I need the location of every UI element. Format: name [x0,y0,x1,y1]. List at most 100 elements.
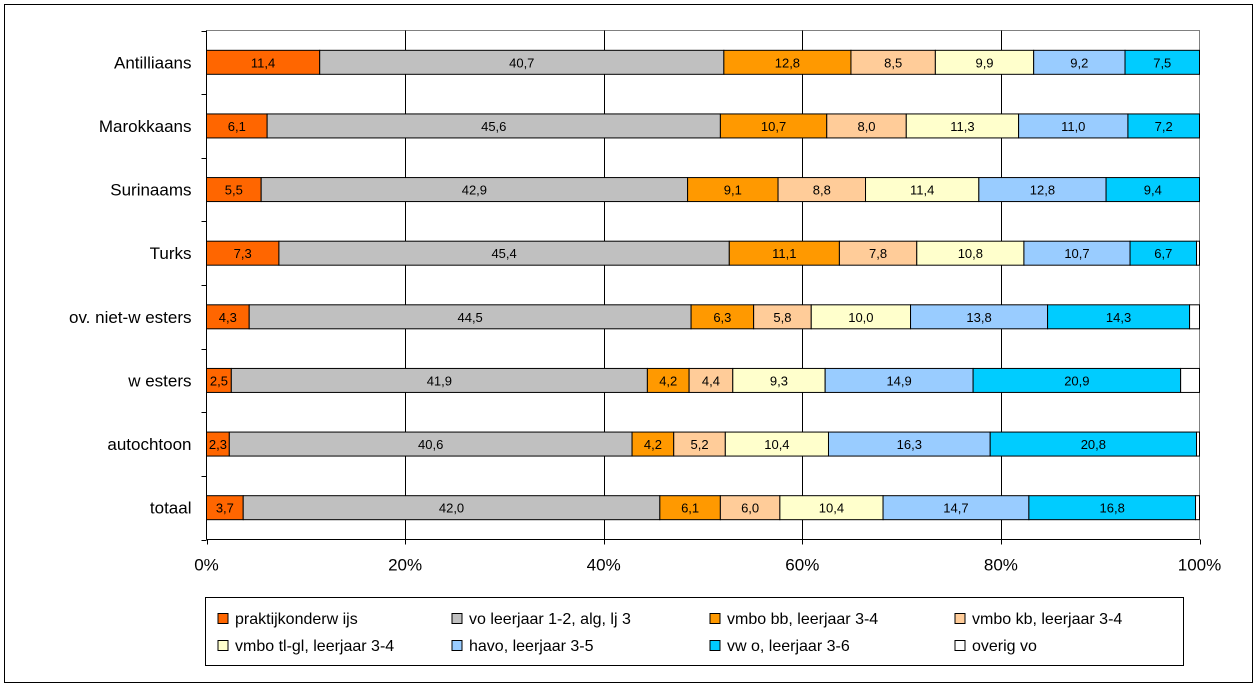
x-tick-label: 0% [194,556,219,575]
bar-segment [724,431,829,457]
category-label: w esters [127,371,191,390]
plot-area [206,30,1200,540]
bar-segment [728,240,840,266]
data-label: 11,0 [1061,119,1085,134]
data-label: 14,3 [1106,310,1131,325]
bar-segment [1028,495,1197,521]
legend-swatch [217,613,229,624]
bars: 11,4 40,7 12,8 8,5 9,9 9,2 7,5 6,1 45,6 10,7 8,0 11… [206,49,1201,521]
data-label: 11,1 [772,246,796,261]
bar-segment [827,431,991,457]
legend-label: vmbo tl-gl, leerjaar 3-4 [235,638,394,655]
legend-swatch [954,613,966,624]
legend-swatch [451,640,463,651]
data-label: 6,3 [713,310,731,325]
data-label: 14,7 [943,501,968,516]
bar-segment [230,367,648,393]
bar-segment [972,367,1182,393]
bar-segment [1196,240,1200,266]
data-label: 10,0 [848,310,873,325]
data-label: 45,4 [491,246,516,261]
bar-segment [206,49,321,75]
data-label: 41,9 [427,373,452,388]
bar-segment [206,113,268,139]
data-label: 6,0 [741,501,759,516]
x-tick-label: 60% [785,556,819,575]
data-label: 16,8 [1100,501,1125,516]
data-label: 20,9 [1064,373,1089,388]
axes: 0% 20% 40% 60% 80% 100% Antilliaans Marokkaans S… [69,30,1221,575]
legend-label: vmbo bb, leerjaar 3-4 [727,611,878,628]
bar-segment [934,49,1035,75]
data-label: 8,5 [884,55,902,70]
data-label: 10,4 [819,501,844,516]
category-label: Marokkaans [99,117,192,136]
bar-segment [266,113,721,139]
data-label: 2,5 [210,373,228,388]
data-label: 9,3 [770,373,788,388]
data-label: 10,4 [764,437,789,452]
bar-segment [723,49,852,75]
bar-segment [1195,495,1201,521]
category-label: totaal [150,499,192,518]
bar-segment [1047,304,1191,330]
data-label: 11,4 [910,183,934,198]
bar-segment [838,240,918,266]
data-label: 44,5 [457,310,482,325]
bar-segment [690,304,755,330]
legend-swatch [709,640,721,651]
data-label: 11,4 [251,55,275,70]
bar-segment [850,49,936,75]
bar-segment [1189,304,1200,330]
category-label: autochtoon [107,435,191,454]
data-label: 40,7 [509,55,534,70]
bar-segment [1018,113,1129,139]
bar-segment [673,431,726,457]
bar-segment [732,367,826,393]
bar-segment [1124,49,1201,75]
data-label: 42,9 [462,183,487,198]
data-label: 7,8 [869,246,887,261]
bar-segment [206,304,250,330]
data-label: 10,7 [761,119,786,134]
data-label: 7,3 [234,246,252,261]
legend-label: havo, leerjaar 3-5 [469,638,594,655]
data-label: 10,8 [958,246,983,261]
bar-segment [1023,240,1131,266]
x-tick-label: 100% [1178,556,1221,575]
data-label: 3,7 [216,501,234,516]
bar-segment [278,240,730,266]
category-label: Antilliaans [114,53,192,72]
data-label: 5,8 [773,310,791,325]
bar-segment [777,177,867,203]
legend-swatch [954,640,966,651]
data-label: 10,7 [1064,246,1089,261]
data-label: 8,8 [813,183,831,198]
bar-segment [1105,177,1201,203]
data-label: 13,8 [966,310,991,325]
bar-segment [910,304,1049,330]
data-label: 4,2 [644,437,662,452]
data-label: 7,2 [1155,119,1173,134]
bar-segment [905,113,1020,139]
bar-segment [719,113,828,139]
data-label: 6,1 [681,501,699,516]
data-label: 4,2 [659,373,677,388]
bar-segment [260,177,689,203]
data-label: 42,0 [439,501,464,516]
data-label: 6,7 [1154,246,1172,261]
legend-swatch [709,613,721,624]
bar-segment [779,495,884,521]
bar-segment [687,177,779,203]
bar-segment [1033,49,1126,75]
legend: praktijkonderw ijs vo leerjaar 1-2, alg, … [205,597,1184,666]
data-label: 12,8 [1030,183,1055,198]
legend-swatch [217,640,229,651]
category-label: ov. niet-w esters [69,308,192,327]
data-label: 16,3 [897,437,922,452]
data-label: 9,9 [975,55,993,70]
bar-segment [824,367,974,393]
bar-segment [826,113,907,139]
data-label: 11,3 [950,119,974,134]
